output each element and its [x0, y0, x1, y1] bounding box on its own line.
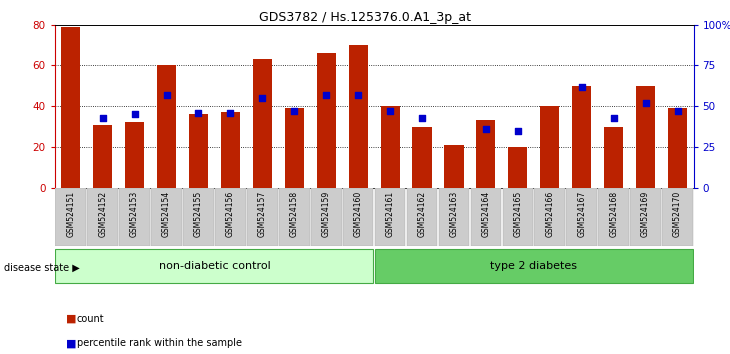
Bar [502, 188, 533, 246]
Text: GSM524155: GSM524155 [194, 190, 203, 237]
Text: GSM524169: GSM524169 [641, 190, 650, 237]
Bar [55, 249, 374, 283]
Text: ■: ■ [66, 314, 76, 324]
Point [225, 110, 237, 115]
Point [97, 115, 109, 120]
Bar [151, 188, 182, 246]
Text: GSM524161: GSM524161 [385, 190, 395, 237]
Bar [189, 114, 208, 188]
Bar [566, 188, 597, 246]
Text: GSM524154: GSM524154 [162, 190, 171, 237]
Bar [247, 188, 277, 246]
Text: GSM524166: GSM524166 [545, 190, 554, 237]
Bar [445, 145, 464, 188]
Bar [221, 112, 240, 188]
Bar [93, 125, 112, 188]
Text: ■: ■ [66, 338, 76, 348]
Point [193, 110, 204, 115]
Bar [279, 188, 310, 246]
Bar [55, 188, 86, 246]
Text: GSM524165: GSM524165 [513, 190, 523, 237]
Text: GSM524153: GSM524153 [130, 190, 139, 237]
Bar [125, 122, 144, 188]
Text: GSM524162: GSM524162 [418, 190, 426, 237]
Point [384, 108, 396, 114]
Text: GSM524160: GSM524160 [353, 190, 363, 237]
Point [256, 95, 268, 101]
Bar [253, 59, 272, 188]
Point [320, 92, 332, 98]
Point [512, 128, 523, 133]
Text: GSM524164: GSM524164 [481, 190, 491, 237]
Bar [343, 188, 374, 246]
Bar [285, 108, 304, 188]
Bar [215, 188, 246, 246]
Bar [476, 120, 496, 188]
Bar [471, 188, 502, 246]
Point [288, 108, 300, 114]
Point [672, 108, 683, 114]
Text: disease state ▶: disease state ▶ [4, 262, 80, 272]
Text: GSM524157: GSM524157 [258, 190, 267, 237]
Text: GSM524170: GSM524170 [673, 190, 682, 237]
Bar [119, 188, 150, 246]
Bar [540, 106, 559, 188]
Point [480, 126, 492, 132]
Text: GSM524167: GSM524167 [577, 190, 586, 237]
Bar [412, 127, 431, 188]
Bar [317, 53, 336, 188]
Text: GSM524163: GSM524163 [450, 190, 458, 237]
Bar [380, 106, 400, 188]
Bar [508, 147, 527, 188]
Bar [157, 65, 176, 188]
Text: GSM524159: GSM524159 [322, 190, 331, 237]
Bar [534, 188, 565, 246]
Bar [183, 188, 214, 246]
Point [639, 100, 651, 106]
Text: percentile rank within the sample: percentile rank within the sample [77, 338, 242, 348]
Bar [572, 86, 591, 188]
Bar [374, 249, 693, 283]
Point [416, 115, 428, 120]
Text: non-diabetic control: non-diabetic control [158, 261, 270, 271]
Text: GSM524152: GSM524152 [98, 190, 107, 237]
Text: GSM524168: GSM524168 [609, 190, 618, 237]
Bar [662, 188, 693, 246]
Text: GDS3782 / Hs.125376.0.A1_3p_at: GDS3782 / Hs.125376.0.A1_3p_at [259, 11, 471, 24]
Text: type 2 diabetes: type 2 diabetes [491, 261, 577, 271]
Bar [439, 188, 469, 246]
Bar [311, 188, 342, 246]
Bar [599, 188, 629, 246]
Text: GSM524151: GSM524151 [66, 190, 75, 237]
Bar [604, 127, 623, 188]
Text: GSM524156: GSM524156 [226, 190, 235, 237]
Bar [407, 188, 437, 246]
Point [353, 92, 364, 98]
Point [576, 84, 588, 90]
Bar [61, 27, 80, 188]
Point [608, 115, 620, 120]
Point [161, 92, 172, 98]
Text: GSM524158: GSM524158 [290, 190, 299, 237]
Bar [636, 86, 656, 188]
Bar [349, 45, 368, 188]
Bar [630, 188, 661, 246]
Text: count: count [77, 314, 104, 324]
Bar [668, 108, 687, 188]
Point [128, 112, 140, 117]
Bar [88, 188, 118, 246]
Bar [374, 188, 405, 246]
